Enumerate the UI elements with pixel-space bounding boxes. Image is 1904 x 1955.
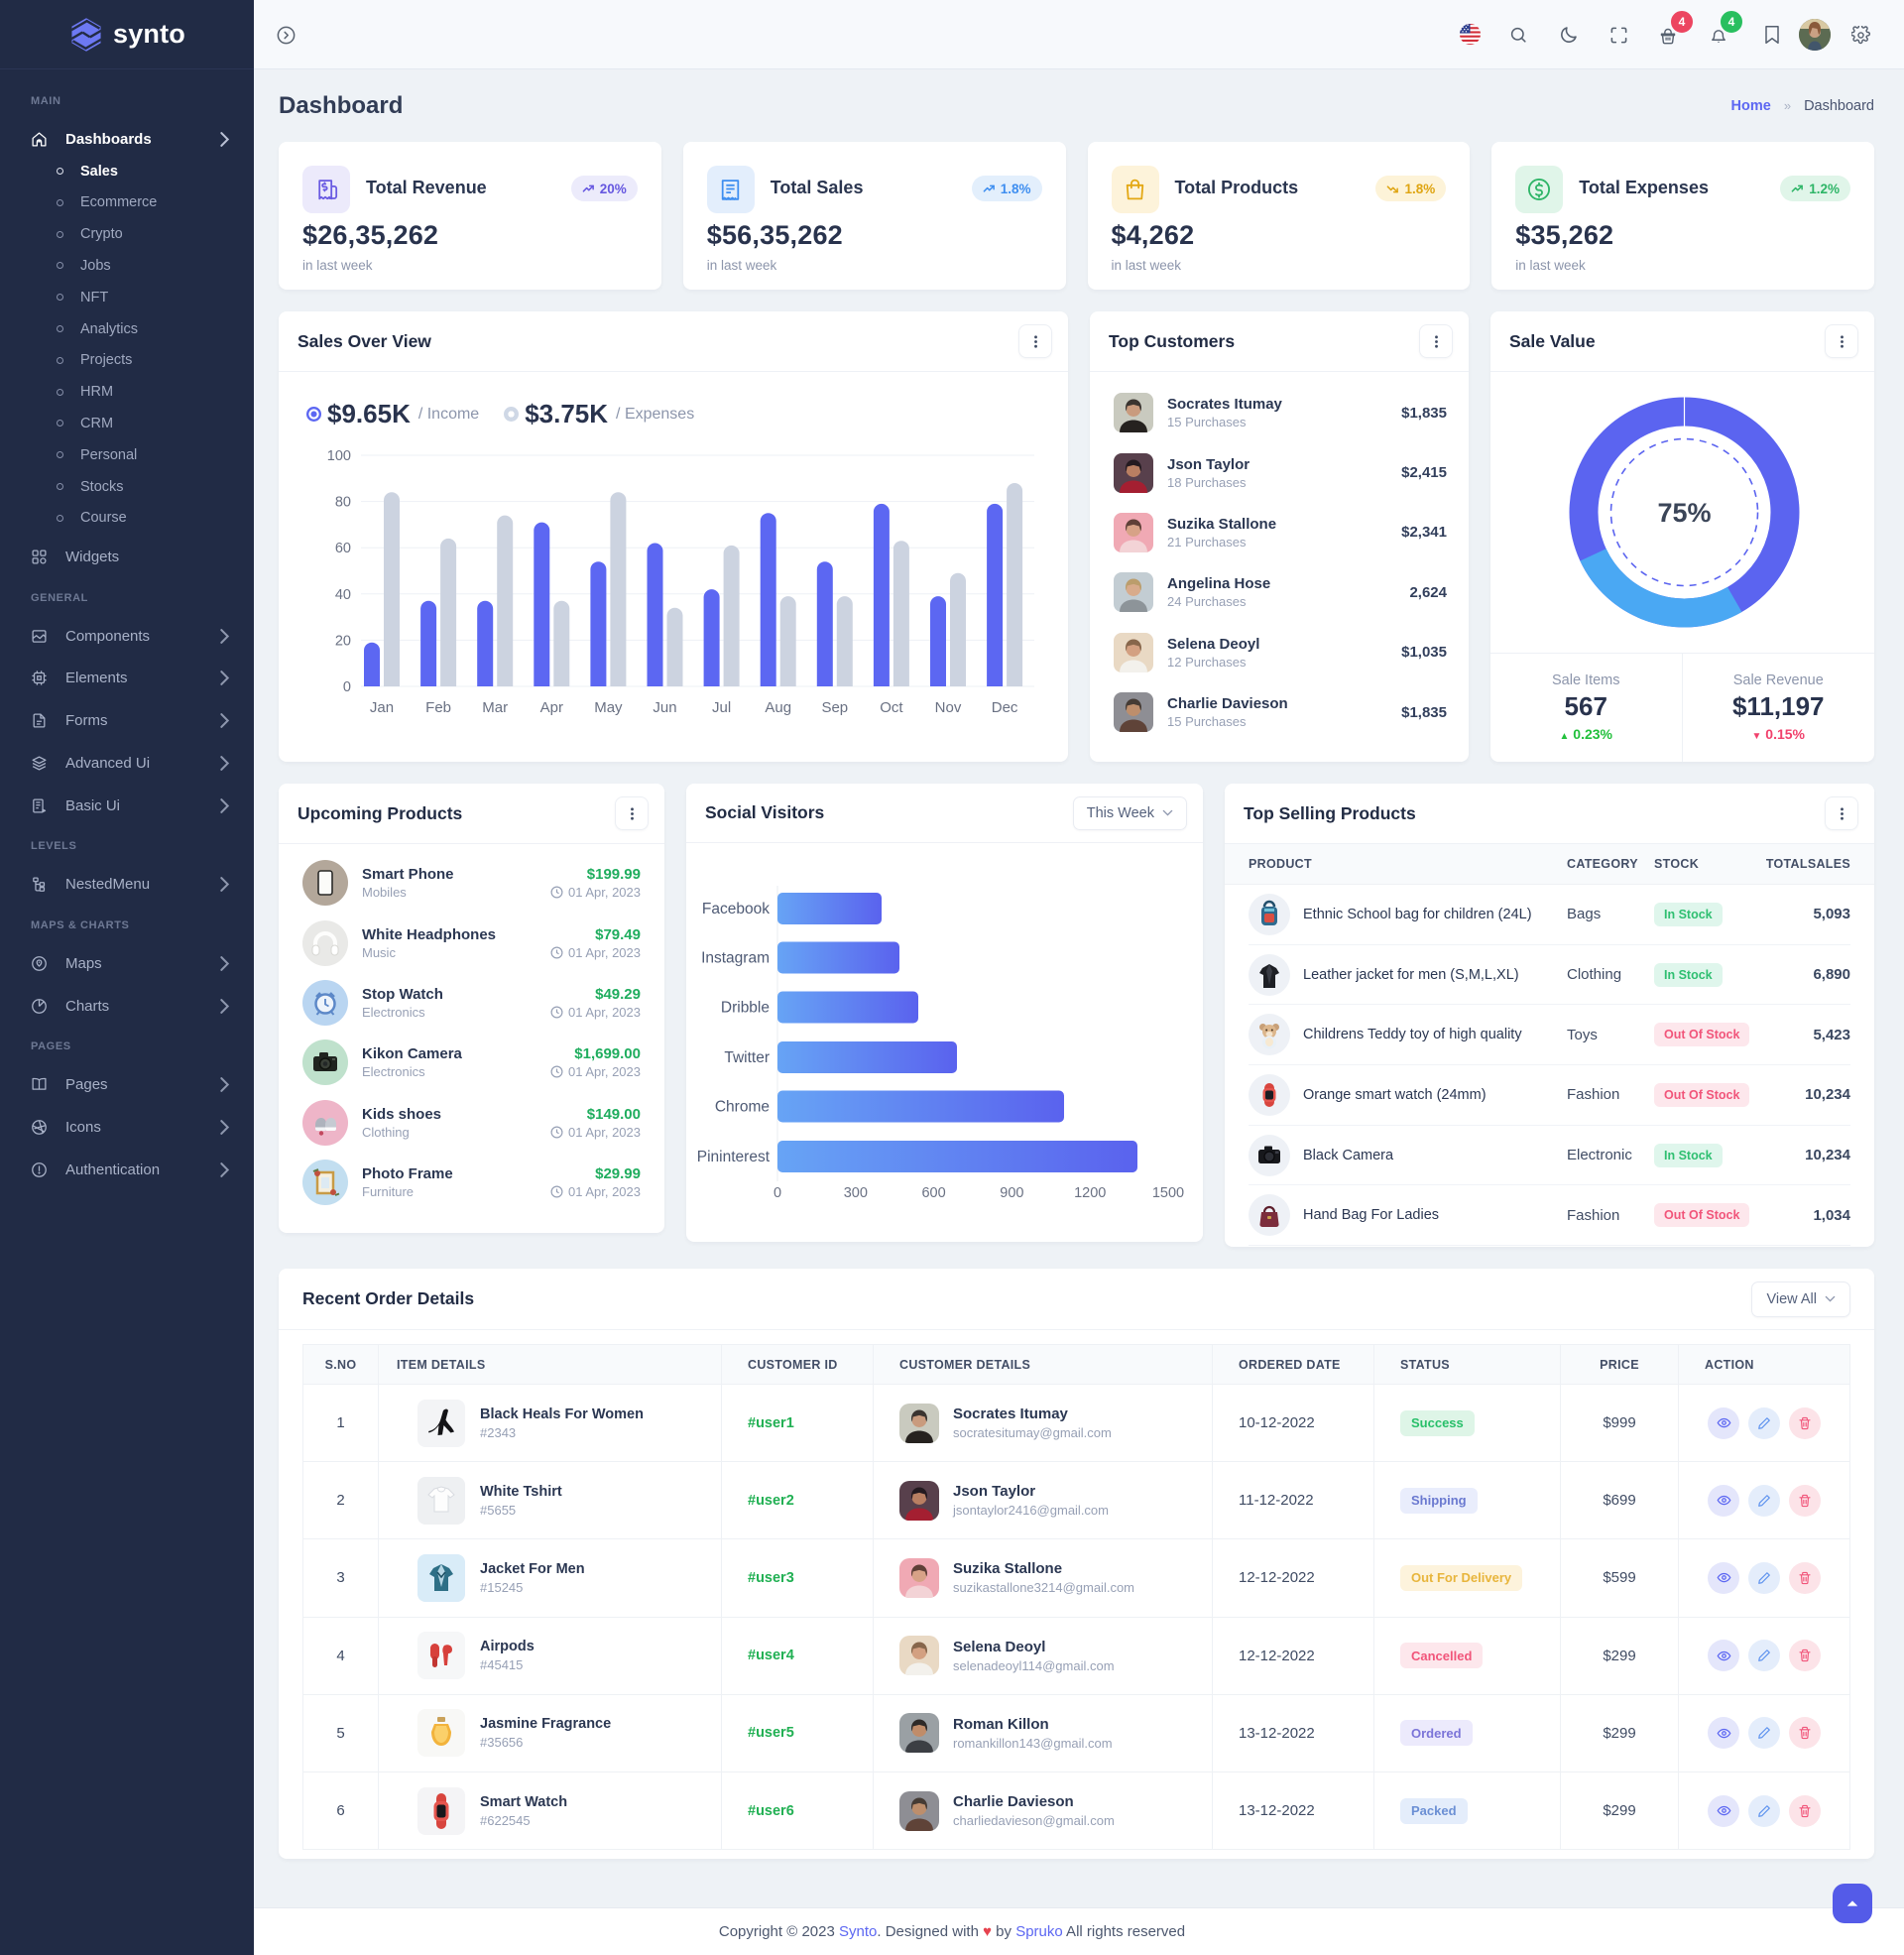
svg-text:0: 0 [774, 1185, 781, 1201]
svg-text:1200: 1200 [1074, 1185, 1106, 1201]
svg-text:Apr: Apr [540, 699, 563, 716]
svg-text:Sep: Sep [821, 699, 848, 716]
svg-text:Mar: Mar [482, 699, 508, 716]
svg-text:Nov: Nov [935, 699, 962, 716]
svg-text:Aug: Aug [765, 699, 791, 716]
svg-text:Facebook: Facebook [702, 901, 770, 917]
svg-text:900: 900 [1000, 1185, 1023, 1201]
svg-text:Dec: Dec [992, 699, 1018, 716]
svg-text:Dribble: Dribble [721, 1000, 770, 1017]
svg-text:100: 100 [327, 448, 351, 464]
svg-text:Jul: Jul [712, 699, 731, 716]
svg-text:Twitter: Twitter [724, 1049, 770, 1066]
svg-text:300: 300 [844, 1185, 868, 1201]
svg-text:80: 80 [335, 495, 351, 511]
svg-text:Jun: Jun [653, 699, 676, 716]
svg-text:Oct: Oct [880, 699, 903, 716]
svg-text:Jan: Jan [370, 699, 394, 716]
svg-text:60: 60 [335, 541, 351, 556]
svg-text:Pininterest: Pininterest [697, 1149, 771, 1165]
svg-text:Chrome: Chrome [715, 1099, 770, 1116]
svg-text:600: 600 [921, 1185, 945, 1201]
svg-text:Feb: Feb [425, 699, 451, 716]
svg-text:75%: 75% [1657, 498, 1711, 528]
svg-text:Instagram: Instagram [701, 950, 770, 967]
svg-text:40: 40 [335, 587, 351, 603]
svg-text:0: 0 [343, 679, 351, 695]
svg-text:May: May [594, 699, 623, 716]
svg-text:1500: 1500 [1152, 1185, 1184, 1201]
svg-text:20: 20 [335, 633, 351, 649]
